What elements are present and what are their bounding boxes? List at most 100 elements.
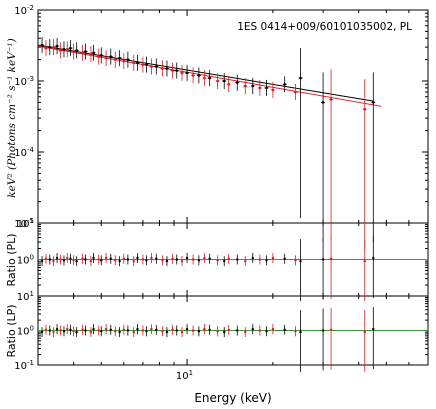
ratio-point: [66, 256, 69, 260]
y-tick-label: 10-5: [14, 217, 34, 230]
data-point: [69, 46, 72, 50]
y-tick-label: 10-4: [14, 146, 34, 159]
ratio-point: [216, 330, 219, 333]
ratio-point: [321, 258, 325, 261]
data-point: [222, 79, 226, 83]
ratio-point: [161, 259, 164, 262]
ratio-point: [165, 259, 169, 263]
data-point: [251, 84, 255, 88]
data-point: [99, 54, 103, 57]
ratio-point: [55, 327, 59, 331]
ratio-point: [208, 328, 211, 331]
ratio-point: [321, 329, 325, 332]
y-tick-label: 100: [17, 325, 34, 338]
ratio-point: [155, 328, 158, 331]
y-tick-label: 101: [17, 290, 34, 303]
ratio-point: [216, 259, 219, 262]
ratio-point: [69, 257, 72, 260]
data-point: [155, 65, 158, 68]
data-point: [150, 65, 153, 68]
data-point: [48, 45, 52, 49]
ratio-point: [161, 330, 164, 333]
y-tick-label: 10-1: [14, 359, 34, 372]
ratio-point: [89, 259, 93, 263]
ratio-point: [165, 330, 169, 334]
data-point: [227, 82, 231, 86]
ratio-point: [185, 256, 189, 260]
y-tick-label: 101: [17, 217, 34, 230]
ratio-point: [52, 330, 55, 334]
data-point: [136, 61, 139, 65]
ratio-point: [265, 259, 268, 262]
x-axis-label: Energy (keV): [194, 391, 271, 405]
data-point: [208, 76, 211, 80]
ratio-point: [236, 329, 239, 332]
ratio-point: [175, 258, 178, 261]
data-point: [175, 69, 179, 72]
ratio-point: [62, 259, 66, 262]
ratio-point: [52, 259, 55, 263]
ratio-point: [294, 330, 297, 333]
data-point: [89, 52, 93, 56]
data-point: [294, 90, 297, 94]
data-point: [113, 58, 117, 61]
data-point: [283, 82, 286, 86]
ratio-point: [329, 257, 333, 260]
ratio-point: [136, 327, 139, 331]
ratio-point: [40, 330, 44, 334]
panel-spectrum-frame: [37, 9, 429, 224]
ratio-point: [208, 257, 211, 260]
data-point: [55, 44, 59, 48]
chart-annotation: 1ES 0414+009/60101035002, PL: [237, 21, 412, 33]
ratio-point: [84, 329, 87, 332]
ratio-point: [84, 258, 87, 261]
ratio-point: [372, 327, 375, 331]
ratio-point: [283, 328, 286, 331]
ratio-point: [104, 327, 108, 331]
data-point: [180, 71, 184, 75]
data-point: [75, 49, 78, 52]
ratio-point: [271, 327, 275, 331]
data-point: [122, 59, 126, 63]
data-point: [165, 67, 169, 70]
ratio-point: [363, 259, 366, 263]
data-point: [81, 51, 84, 55]
ratio-point: [92, 327, 95, 331]
ratio-point: [203, 327, 206, 331]
ratio-point: [109, 257, 112, 260]
data-point: [72, 50, 75, 53]
ratio-point: [180, 330, 184, 334]
ratio-point: [66, 327, 69, 331]
data-point: [109, 55, 113, 58]
data-point: [97, 55, 101, 58]
data-point: [132, 61, 136, 65]
ratio-point: [97, 258, 100, 261]
ratio-point: [92, 256, 95, 260]
data-point: [126, 58, 130, 61]
data-point: [145, 63, 148, 66]
ratio-point: [81, 257, 84, 260]
ratio-point: [223, 330, 226, 334]
ratio-point: [185, 327, 189, 331]
ratio-point: [62, 330, 66, 333]
chart-marks: 10-5 10-4 10-3 10-2 100 101 10-1 100 101 101: [14, 4, 429, 382]
ratio-point: [132, 330, 135, 334]
ratio-point: [244, 259, 247, 263]
data-point: [197, 74, 201, 77]
ratio-point: [55, 256, 59, 260]
y-axis-label-ratio-pl: Ratio (PL): [5, 233, 18, 286]
data-point: [52, 45, 55, 49]
ratio-point: [114, 259, 117, 262]
data-point: [171, 69, 174, 72]
ratio-point: [363, 330, 366, 334]
y-axis-label-spectrum: keV² (Photons cm⁻² s⁻¹ keV⁻¹): [6, 38, 18, 197]
ratio-point: [40, 259, 44, 263]
data-point: [185, 71, 189, 75]
y-tick-label: 100: [17, 254, 34, 267]
data-point: [299, 76, 302, 80]
ratio-point: [271, 256, 275, 260]
ratio-point: [97, 329, 100, 332]
ratio-point: [132, 259, 135, 263]
ratio-point: [44, 257, 48, 260]
ratio-point: [299, 259, 302, 263]
